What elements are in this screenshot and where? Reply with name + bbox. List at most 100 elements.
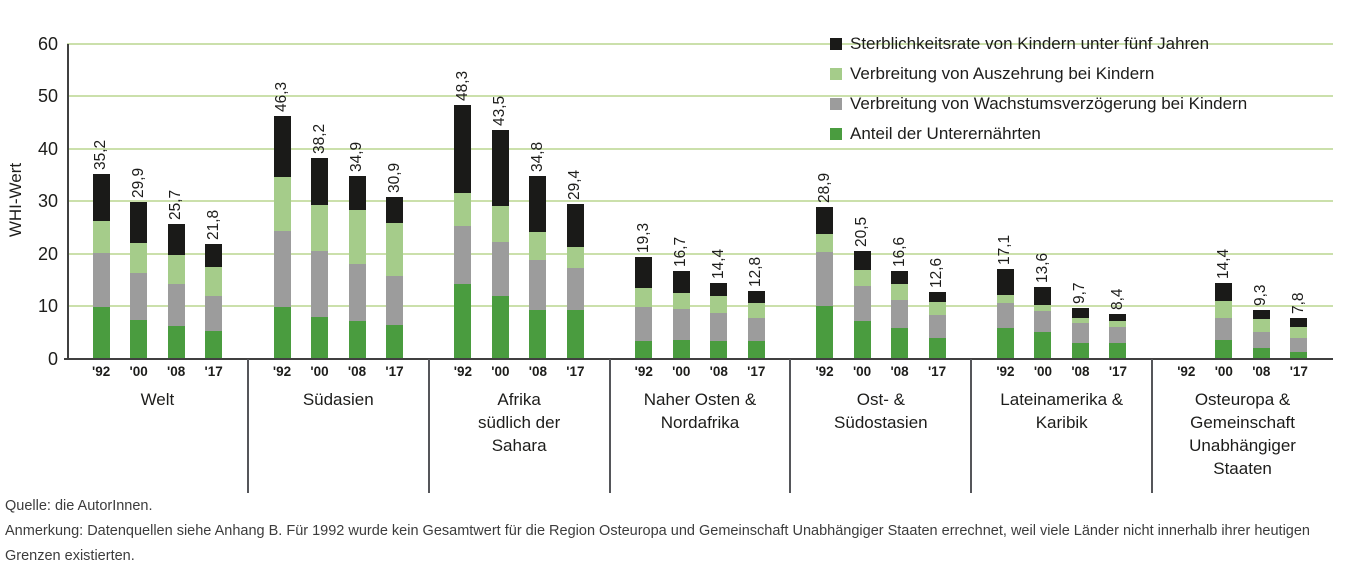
bar-total-label: 28,9: [815, 172, 833, 204]
x-year-label: '08: [1252, 364, 1271, 379]
x-axis-line: [64, 357, 1333, 360]
x-year-label: '17: [385, 364, 404, 379]
bar-segment-undernourishment: [635, 341, 653, 359]
group-separator: [789, 358, 792, 493]
bar-segment-wasting: [635, 288, 653, 308]
bar-segment-mortality: [1109, 314, 1127, 322]
bar-total-label: 12,8: [747, 257, 765, 288]
bar-segment-mortality: [348, 175, 366, 211]
bar-segment-wasting: [205, 267, 223, 297]
x-year-label: '00: [672, 364, 691, 379]
legend-label: Anteil der Unterernährten: [850, 124, 1041, 143]
bar-segment-undernourishment: [928, 337, 946, 359]
y-tick-label-20: 20: [37, 243, 58, 264]
bar-segment-mortality: [491, 130, 509, 206]
bar-segment-mortality: [816, 207, 834, 235]
bar-segment-wasting: [853, 270, 871, 286]
bar-segment-wasting: [747, 302, 765, 319]
bar-total-label: 19,3: [634, 223, 652, 254]
legend-item-stunting: Verbreitung von Wachstumsverzögerung bei…: [830, 94, 1247, 124]
group-separator: [427, 358, 430, 493]
legend-swatch-undernourishment: [830, 128, 842, 140]
x-year-label: '17: [566, 364, 585, 379]
group-separator: [246, 358, 249, 493]
gridline-50: [67, 95, 1333, 98]
x-year-label: '00: [1214, 364, 1233, 379]
bar-segment-wasting: [1215, 301, 1233, 319]
bar-segment-stunting: [1071, 322, 1089, 343]
bar-segment-stunting: [1290, 337, 1308, 352]
bar-segment-mortality: [1071, 307, 1089, 318]
bar-segment-stunting: [566, 268, 584, 310]
legend-swatch-mortality: [830, 38, 842, 50]
bar-total-label: 21,8: [204, 210, 222, 241]
bar-segment-wasting: [167, 254, 185, 285]
bar-segment-mortality: [273, 115, 291, 177]
bar-segment-mortality: [672, 270, 690, 293]
bar-segment-stunting: [635, 307, 653, 342]
bar-segment-mortality: [747, 291, 765, 303]
x-year-label: '92: [815, 364, 834, 379]
bar-total-label: 16,7: [672, 236, 690, 267]
x-year-label: '92: [92, 364, 111, 379]
bar-segment-stunting: [491, 242, 509, 297]
legend-item-mortality: Sterblichkeitsrate von Kindern unter fün…: [830, 34, 1247, 64]
legend-label: Sterblichkeitsrate von Kindern unter fün…: [850, 34, 1210, 53]
gridline-60: [67, 43, 1333, 45]
x-year-label: '08: [167, 364, 186, 379]
bar-segment-wasting: [1071, 317, 1089, 323]
x-year-label: '08: [1071, 364, 1090, 379]
bar-segment-wasting: [311, 205, 329, 252]
x-year-label: '17: [204, 364, 223, 379]
bar-segment-wasting: [386, 222, 404, 277]
y-axis-line: [67, 44, 69, 359]
bar-total-label: 46,3: [273, 81, 291, 112]
bar-segment-stunting: [891, 299, 909, 329]
annotation-note: Anmerkung: Datenquellen siehe Anhang B. …: [5, 523, 1310, 564]
x-year-label: '00: [491, 364, 510, 379]
source-note: Quelle: die AutorInnen.: [5, 498, 153, 514]
bar-segment-mortality: [996, 268, 1014, 296]
bar-segment-mortality: [1215, 283, 1233, 302]
bar-total-label: 14,4: [1214, 248, 1232, 280]
bar-segment-mortality: [529, 176, 547, 233]
bar-segment-mortality: [92, 173, 110, 222]
bar-segment-wasting: [491, 205, 509, 243]
legend-item-undernourishment: Anteil der Unterernährten: [830, 124, 1247, 154]
bar-segment-stunting: [853, 285, 871, 321]
bar-segment-undernourishment: [386, 325, 404, 359]
x-year-label: '92: [1177, 364, 1196, 379]
bar-total-label: 25,7: [167, 189, 185, 220]
bar-segment-stunting: [92, 252, 110, 307]
bar-total-label: 17,1: [996, 234, 1014, 265]
x-year-label: '92: [634, 364, 653, 379]
bar-segment-stunting: [454, 225, 472, 284]
x-year-label: '17: [927, 364, 947, 379]
region-label: Lateinamerika & Karibik: [1000, 390, 1124, 432]
bar-segment-stunting: [672, 308, 690, 341]
gridline-10: [67, 305, 1333, 308]
bar-segment-mortality: [853, 251, 871, 271]
y-tick-label-60: 60: [37, 34, 58, 54]
bar-segment-undernourishment: [491, 296, 509, 359]
bar-segment-mortality: [386, 196, 404, 223]
legend-swatch-wasting: [830, 68, 842, 80]
bar-segment-undernourishment: [1290, 351, 1308, 359]
bar-total-label: 9,3: [1252, 284, 1270, 306]
legend-label: Verbreitung von Auszehrung bei Kindern: [850, 64, 1155, 83]
bar-segment-stunting: [747, 318, 765, 342]
bar-segment-wasting: [566, 247, 584, 269]
gridline-30: [67, 200, 1333, 203]
bar-segment-undernourishment: [311, 317, 329, 359]
bar-total-label: 34,8: [528, 141, 546, 173]
bar-segment-undernourishment: [205, 330, 223, 359]
bar-segment-undernourishment: [1215, 339, 1233, 359]
bar-total-label: 38,2: [310, 124, 328, 155]
bar-segment-stunting: [710, 312, 728, 342]
x-year-label: '92: [272, 364, 292, 379]
bar-segment-wasting: [1034, 305, 1052, 311]
bar-segment-wasting: [529, 232, 547, 260]
bar-segment-wasting: [928, 302, 946, 315]
bar-segment-undernourishment: [167, 326, 185, 359]
